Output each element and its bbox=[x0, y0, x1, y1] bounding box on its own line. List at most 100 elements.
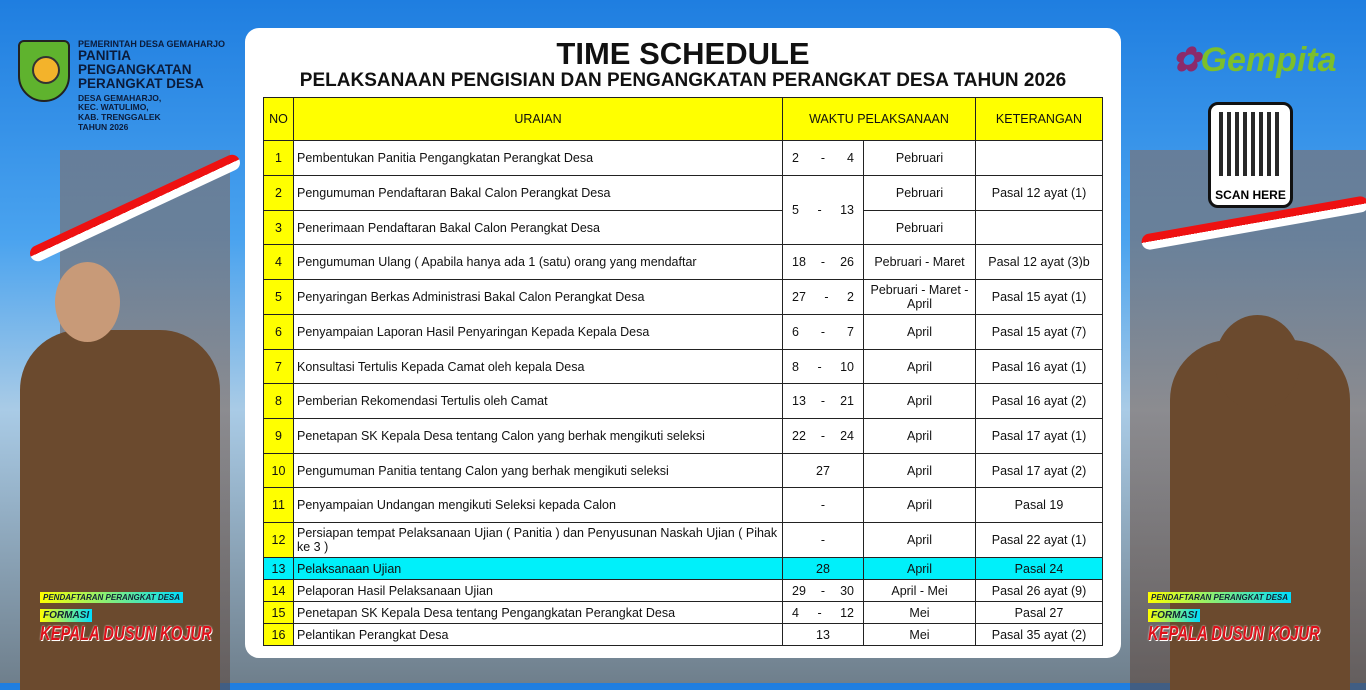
page-subtitle: PELAKSANAAN PENGISIAN DAN PENGANGKATAN P… bbox=[299, 70, 1067, 91]
row-dates: 22-24 bbox=[782, 418, 864, 454]
row-number: 4 bbox=[263, 244, 294, 280]
row-description: Pemberian Rekomendasi Tertulis oleh Cama… bbox=[293, 383, 783, 419]
row-number: 5 bbox=[263, 279, 294, 315]
regency-emblem-logo bbox=[18, 40, 70, 102]
row-note: Pasal 19 bbox=[975, 487, 1103, 523]
row-note: Pasal 16 ayat (2) bbox=[975, 383, 1103, 419]
row-note: Pasal 24 bbox=[975, 557, 1103, 580]
row-dates: 6-7 bbox=[782, 314, 864, 350]
table-row: 10 Pengumuman Panitia tentang Calon yang … bbox=[263, 453, 1103, 488]
row-description: Pelaksanaan Ujian bbox=[293, 557, 783, 580]
row-date: - bbox=[782, 522, 864, 558]
schedule-table: NO URAIAN WAKTU PELAKSANAAN KETERANGAN 1… bbox=[263, 97, 1103, 646]
table-row: 2 Pengumuman Pendaftaran Bakal Calon Pera… bbox=[263, 175, 1103, 245]
row-month: April bbox=[863, 453, 976, 488]
row-month: April bbox=[863, 349, 976, 384]
table-row: 12 Persiapan tempat Pelaksanaan Ujian ( P… bbox=[263, 522, 1103, 558]
table-row: 11 Penyampaian Undangan mengikuti Seleksi… bbox=[263, 487, 1103, 523]
address: DESA GEMAHARJO, KEC. WATULIMO, KAB. TREN… bbox=[78, 92, 162, 132]
table-row: 1 Pembentukan Panitia Pengangkatan Perang… bbox=[263, 140, 1103, 176]
row-note: Pasal 12 ayat (3)b bbox=[975, 244, 1103, 280]
table-row: 15 Penetapan SK Kepala Desa tentang Penga… bbox=[263, 601, 1103, 624]
row-description: Persiapan tempat Pelaksanaan Ujian ( Pan… bbox=[293, 522, 783, 558]
row-note: Pasal 35 ayat (2) bbox=[975, 623, 1103, 646]
row-month: April bbox=[863, 383, 976, 419]
row-number: 7 bbox=[263, 349, 294, 384]
row-month: April bbox=[863, 557, 976, 580]
row-description: Penerimaan Pendaftaran Bakal Calon Peran… bbox=[293, 210, 783, 245]
row-note bbox=[975, 210, 1103, 245]
row-note: Pasal 15 ayat (1) bbox=[975, 279, 1103, 315]
row-dates: 2-4 bbox=[782, 140, 864, 176]
table-header: NO URAIAN WAKTU PELAKSANAAN KETERANGAN bbox=[263, 97, 1103, 141]
table-row: 6 Penyampaian Laporan Hasil Penyaringan K… bbox=[263, 314, 1103, 350]
formation-badge-left: PENDAFTARAN PERANGKAT DESA FORMASI KEPAL… bbox=[40, 592, 212, 645]
row-month: April bbox=[863, 314, 976, 350]
row-number: 14 bbox=[263, 579, 294, 602]
row-month: Pebruari bbox=[863, 175, 976, 211]
row-number: 15 bbox=[263, 601, 294, 624]
row-description: Penyampaian Laporan Hasil Penyaringan Ke… bbox=[293, 314, 783, 350]
schedule-card: TIME SCHEDULE PELAKSANAAN PENGISIAN DAN … bbox=[245, 28, 1121, 658]
row-number: 3 bbox=[263, 210, 294, 245]
row-date: 27 bbox=[782, 453, 864, 488]
row-description: Penyampaian Undangan mengikuti Seleksi k… bbox=[293, 487, 783, 523]
row-description: Pembentukan Panitia Pengangkatan Perangk… bbox=[293, 140, 783, 176]
table-row: 13 Pelaksanaan Ujian 28 April Pasal 24 bbox=[263, 557, 1103, 580]
row-note: Pasal 27 bbox=[975, 601, 1103, 624]
row-dates: 8-10 bbox=[782, 349, 864, 384]
row-description: Pengumuman Pendaftaran Bakal Calon Peran… bbox=[293, 175, 783, 211]
row-note: Pasal 17 ayat (2) bbox=[975, 453, 1103, 488]
row-note: Pasal 12 ayat (1) bbox=[975, 175, 1103, 211]
row-note: Pasal 17 ayat (1) bbox=[975, 418, 1103, 454]
person-left-head bbox=[55, 262, 120, 342]
scan-here-label: SCAN HERE bbox=[1215, 188, 1286, 202]
row-number: 13 bbox=[263, 557, 294, 580]
row-number: 1 bbox=[263, 140, 294, 176]
row-month: Pebruari bbox=[863, 210, 976, 245]
table-row: 9 Penetapan SK Kepala Desa tentang Calon … bbox=[263, 418, 1103, 454]
person-left bbox=[20, 330, 220, 690]
row-note bbox=[975, 140, 1103, 176]
row-month: Mei bbox=[863, 623, 976, 646]
row-dates: 29-30 bbox=[782, 579, 864, 602]
gempita-logo: ✿Gempita bbox=[1172, 41, 1337, 79]
row-number: 6 bbox=[263, 314, 294, 350]
qr-code-image bbox=[1219, 112, 1283, 176]
row-note: Pasal 22 ayat (1) bbox=[975, 522, 1103, 558]
row-description: Pengumuman Ulang ( Apabila hanya ada 1 (… bbox=[293, 244, 783, 280]
table-row: 8 Pemberian Rekomendasi Tertulis oleh Cam… bbox=[263, 383, 1103, 419]
row-description: Pengumuman Panitia tentang Calon yang be… bbox=[293, 453, 783, 488]
row-note: Pasal 26 ayat (9) bbox=[975, 579, 1103, 602]
row-number: 12 bbox=[263, 522, 294, 558]
row-number: 16 bbox=[263, 623, 294, 646]
row-month: April bbox=[863, 522, 976, 558]
row-description: Penetapan SK Kepala Desa tentang Calon y… bbox=[293, 418, 783, 454]
table-row: 14 Pelaporan Hasil Pelaksanaan Ujian 29-30… bbox=[263, 579, 1103, 602]
row-month: April - Mei bbox=[863, 579, 976, 602]
row-dates: 4-12 bbox=[782, 601, 864, 624]
row-month: Pebruari bbox=[863, 140, 976, 176]
row-date: 28 bbox=[782, 557, 864, 580]
table-row: 16 Pelantikan Perangkat Desa 13 Mei Pasal 35… bbox=[263, 623, 1103, 646]
row-month: Pebruari - Maret - April bbox=[863, 279, 976, 315]
row-dates: 5-13 bbox=[782, 175, 864, 245]
row-month: April bbox=[863, 418, 976, 454]
row-date: 13 bbox=[782, 623, 864, 646]
qr-code[interactable]: SCAN HERE bbox=[1208, 102, 1293, 208]
row-date: - bbox=[782, 487, 864, 523]
government-label: PEMERINTAH DESA GEMAHARJO bbox=[78, 39, 226, 49]
table-row: 3 Penerimaan Pendaftaran Bakal Calon Pera… bbox=[263, 210, 1103, 245]
table-row: 4 Pengumuman Ulang ( Apabila hanya ada 1 … bbox=[263, 244, 1103, 280]
row-number: 9 bbox=[263, 418, 294, 454]
person-right-head bbox=[1215, 315, 1300, 410]
formation-badge-right: PENDAFTARAN PERANGKAT DESA FORMASI KEPAL… bbox=[1148, 592, 1320, 645]
row-description: Penyaringan Berkas Administrasi Bakal Ca… bbox=[293, 279, 783, 315]
row-description: Konsultasi Tertulis Kepada Camat oleh ke… bbox=[293, 349, 783, 384]
organizer-block: PEMERINTAH DESA GEMAHARJO PANITIA PENGAN… bbox=[18, 40, 225, 133]
committee-name: PANITIA PENGANGKATAN PERANGKAT DESA bbox=[78, 48, 204, 92]
page-title: TIME SCHEDULE bbox=[556, 36, 810, 71]
table-row: 5 Penyaringan Berkas Administrasi Bakal C… bbox=[263, 279, 1103, 315]
row-description: Pelantikan Perangkat Desa bbox=[293, 623, 783, 646]
flower-icon: ✿ bbox=[1172, 41, 1201, 79]
